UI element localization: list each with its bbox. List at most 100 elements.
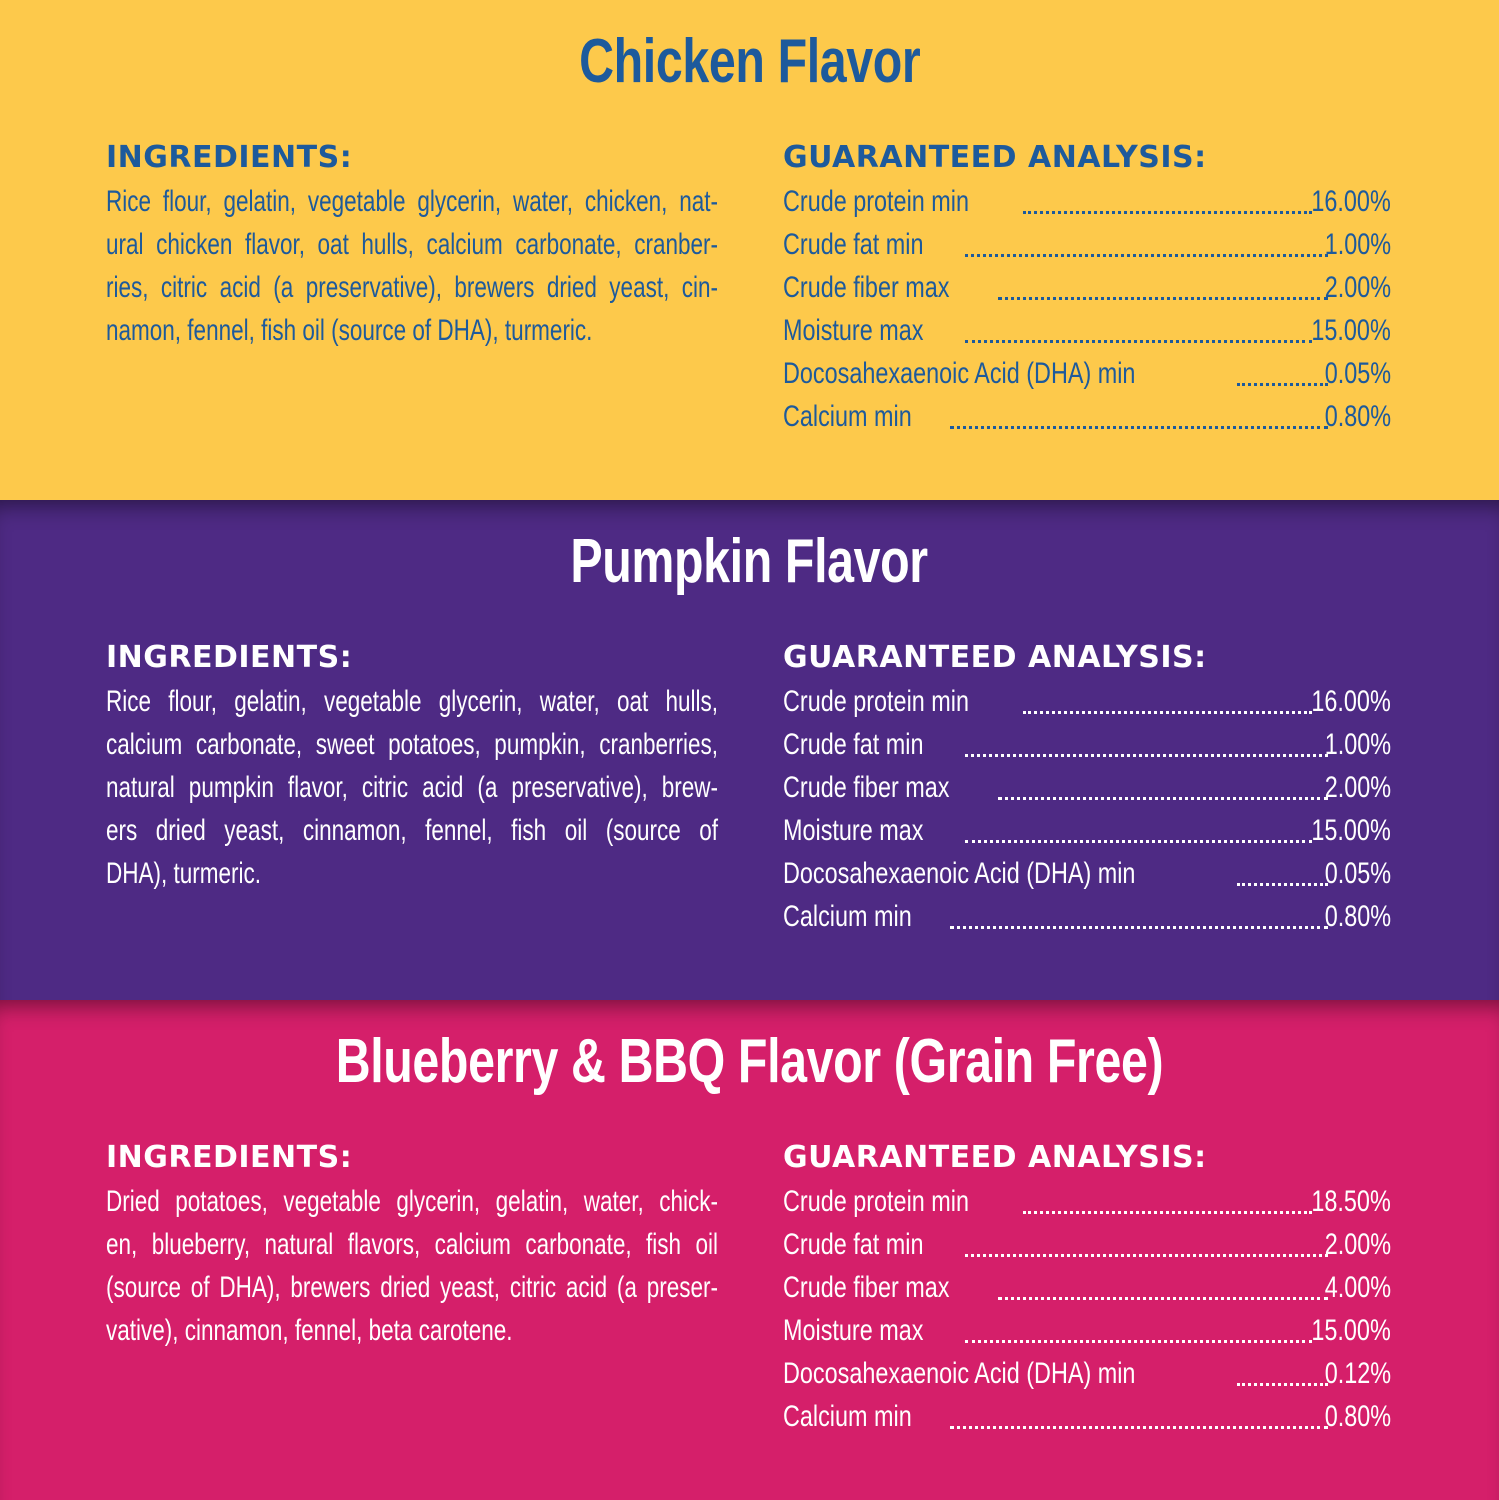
analysis-label-wrap: Moisture max	[783, 809, 963, 852]
analysis-row: Crude protein min 16.00%	[783, 680, 1391, 723]
analysis-label: Crude fiber max	[783, 1271, 950, 1304]
analysis-label-wrap: Crude protein min	[783, 680, 1021, 723]
analysis-row: Docosahexaenoic Acid (DHA) min 0.05%	[783, 852, 1391, 895]
analysis-value: 18.50%	[1311, 1185, 1391, 1218]
ingredients-line: (source of DHA), brewers dried yeast, ci…	[106, 1266, 718, 1309]
section-title: Blueberry & BBQ Flavor (Grain Free)	[0, 1024, 1499, 1100]
analysis-label: Docosahexaenoic Acid (DHA) min	[783, 857, 1136, 890]
analysis-label-wrap: Crude fat min	[783, 223, 963, 266]
analysis-value: 1.00%	[1324, 228, 1391, 261]
ingredients-line: ers dried yeast, cinnamon, fennel, fish …	[106, 809, 718, 852]
analysis-label: Crude protein min	[783, 685, 969, 718]
analysis-label: Moisture max	[783, 314, 924, 347]
analysis-row: Docosahexaenoic Acid (DHA) min 0.05%	[783, 352, 1391, 395]
analysis-label-wrap: Crude protein min	[783, 180, 1021, 223]
analysis-value: 0.05%	[1324, 357, 1391, 390]
dot-leader	[950, 1426, 1329, 1429]
ingredients-heading: INGREDIENTS:	[106, 1140, 353, 1175]
analysis-value: 2.00%	[1324, 1228, 1391, 1261]
analysis-label-wrap: Crude fiber max	[783, 766, 996, 809]
analysis-row: Calcium min 0.80%	[783, 395, 1391, 438]
analysis-label: Crude fiber max	[783, 771, 950, 804]
analysis-label: Crude protein min	[783, 1185, 969, 1218]
dot-leader	[950, 426, 1329, 429]
analysis-value: 15.00%	[1311, 1314, 1391, 1347]
pumpkin-flavor-section: Pumpkin Flavor INGREDIENTS: GUARANTEED ANA…	[0, 500, 1499, 1000]
analysis-label: Calcium min	[783, 900, 912, 933]
analysis-label-wrap: Docosahexaenoic Acid (DHA) min	[783, 852, 1235, 895]
dot-leader	[1236, 883, 1329, 886]
ingredients-line-text: DHA), turmeric.	[106, 857, 262, 890]
ingredients-line-text: vative), cinnamon, fennel, beta carotene…	[106, 1314, 513, 1347]
analysis-row: Docosahexaenoic Acid (DHA) min 0.12%	[783, 1352, 1391, 1395]
ingredients-line: ural chicken flavor, oat hulls, calcium …	[106, 223, 718, 266]
analysis-row: Moisture max 15.00%	[783, 1309, 1391, 1352]
analysis-row: Moisture max 15.00%	[783, 309, 1391, 352]
ingredients-heading: INGREDIENTS:	[106, 140, 353, 175]
ingredients-text: Rice flour, gelatin, vegetable glycerin,…	[106, 180, 718, 352]
analysis-row: Crude fat min 1.00%	[783, 723, 1391, 766]
analysis-row: Calcium min 0.80%	[783, 895, 1391, 938]
analysis-label: Crude protein min	[783, 185, 969, 218]
ingredients-line: natural pumpkin flavor, citric acid (a p…	[106, 766, 718, 809]
ingredients-line-text: ries, citric acid (a preservative), brew…	[106, 271, 718, 304]
analysis-value: 0.80%	[1324, 400, 1391, 433]
analysis-row: Crude fiber max 4.00%	[783, 1266, 1391, 1309]
analysis-value: 16.00%	[1311, 685, 1391, 718]
dot-leader	[1236, 1383, 1329, 1386]
guaranteed-analysis-heading: GUARANTEED ANALYSIS:	[783, 140, 1207, 175]
dot-leader	[1023, 1211, 1312, 1214]
analysis-label-wrap: Calcium min	[783, 895, 948, 938]
ingredients-line-text: calcium carbonate, sweet potatoes, pumpk…	[106, 728, 718, 761]
guaranteed-analysis-heading: GUARANTEED ANALYSIS:	[783, 1140, 1207, 1175]
dot-leader	[1023, 711, 1312, 714]
ingredients-line: DHA), turmeric.	[106, 852, 718, 895]
dot-leader	[965, 1254, 1329, 1257]
ingredients-line: Rice flour, gelatin, vegetable glycerin,…	[106, 680, 718, 723]
ingredients-line: en, blueberry, natural flavors, calcium …	[106, 1223, 718, 1266]
analysis-row: Crude protein min 16.00%	[783, 180, 1391, 223]
analysis-value: 0.80%	[1324, 1400, 1391, 1433]
analysis-row: Crude fiber max 2.00%	[783, 766, 1391, 809]
analysis-value: 16.00%	[1311, 185, 1391, 218]
ingredients-line-text: Rice flour, gelatin, vegetable glycerin,…	[106, 685, 718, 718]
dot-leader	[965, 254, 1329, 257]
dot-leader	[998, 797, 1329, 800]
dot-leader	[965, 1340, 1312, 1343]
chicken-flavor-section: Chicken Flavor INGREDIENTS: GUARANTEED ANA…	[0, 0, 1499, 500]
ingredients-line: vative), cinnamon, fennel, beta carotene…	[106, 1309, 718, 1352]
analysis-label-wrap: Calcium min	[783, 395, 948, 438]
ingredients-text: Rice flour, gelatin, vegetable glycerin,…	[106, 680, 718, 895]
ingredients-heading: INGREDIENTS:	[106, 640, 353, 675]
analysis-row: Crude protein min 18.50%	[783, 1180, 1391, 1223]
dot-leader	[950, 926, 1329, 929]
ingredients-line: Dried potatoes, vegetable glycerin, gela…	[106, 1180, 718, 1223]
analysis-label-wrap: Crude fiber max	[783, 266, 996, 309]
analysis-label-wrap: Crude fiber max	[783, 1266, 996, 1309]
analysis-label: Crude fat min	[783, 728, 924, 761]
analysis-label: Moisture max	[783, 814, 924, 847]
ingredients-line: Rice flour, gelatin, vegetable glycerin,…	[106, 180, 718, 223]
ingredients-line: calcium carbonate, sweet potatoes, pumpk…	[106, 723, 718, 766]
analysis-row: Moisture max 15.00%	[783, 809, 1391, 852]
ingredients-text: Dried potatoes, vegetable glycerin, gela…	[106, 1180, 718, 1352]
dot-leader	[1023, 211, 1312, 214]
analysis-label: Docosahexaenoic Acid (DHA) min	[783, 357, 1136, 390]
analysis-label: Moisture max	[783, 1314, 924, 1347]
analysis-label-wrap: Docosahexaenoic Acid (DHA) min	[783, 1352, 1235, 1395]
section-title-text: Chicken Flavor	[578, 27, 921, 96]
analysis-label: Crude fat min	[783, 228, 924, 261]
analysis-label-wrap: Crude fat min	[783, 1223, 963, 1266]
analysis-row: Crude fat min 1.00%	[783, 223, 1391, 266]
analysis-label-wrap: Crude protein min	[783, 1180, 1021, 1223]
analysis-row: Crude fiber max 2.00%	[783, 266, 1391, 309]
guaranteed-analysis-table: Crude protein min 16.00% Crude fat min 1.00…	[783, 680, 1391, 938]
dot-leader	[965, 840, 1312, 843]
analysis-value: 2.00%	[1324, 771, 1391, 804]
analysis-label-wrap: Crude fat min	[783, 723, 963, 766]
analysis-value: 15.00%	[1311, 814, 1391, 847]
analysis-label-wrap: Moisture max	[783, 1309, 963, 1352]
ingredients-line-text: (source of DHA), brewers dried yeast, ci…	[106, 1271, 718, 1304]
dot-leader	[965, 754, 1329, 757]
analysis-label: Calcium min	[783, 1400, 912, 1433]
